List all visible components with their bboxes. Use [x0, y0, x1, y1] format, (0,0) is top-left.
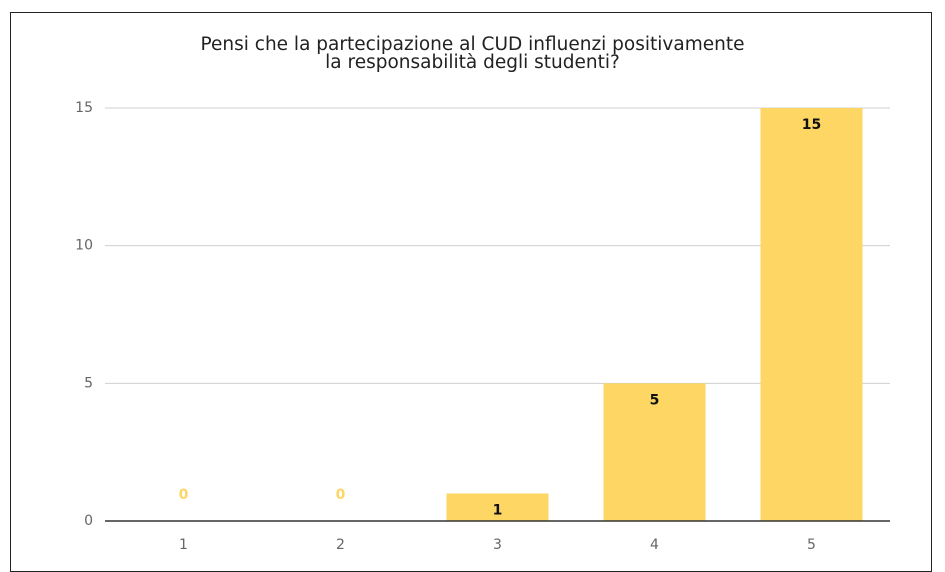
- x-tick-label: 2: [336, 537, 345, 553]
- x-tick-label: 4: [650, 537, 659, 553]
- value-label: 1: [493, 502, 503, 518]
- y-tick-label: 10: [75, 238, 93, 254]
- x-tick-label: 5: [807, 537, 816, 553]
- value-label: 0: [179, 487, 189, 503]
- value-label: 5: [650, 392, 660, 408]
- x-tick-label: 3: [493, 537, 502, 553]
- y-tick-label: 0: [84, 513, 93, 529]
- bar: [603, 383, 706, 521]
- y-tick-label: 15: [75, 100, 93, 116]
- y-tick-label: 5: [84, 375, 93, 391]
- bar: [760, 108, 863, 521]
- chart-title: Pensi che la partecipazione al CUD influ…: [200, 34, 745, 73]
- value-label: 0: [336, 487, 346, 503]
- bar: [446, 493, 549, 521]
- value-label: 15: [802, 117, 821, 133]
- x-tick-label: 1: [179, 537, 188, 553]
